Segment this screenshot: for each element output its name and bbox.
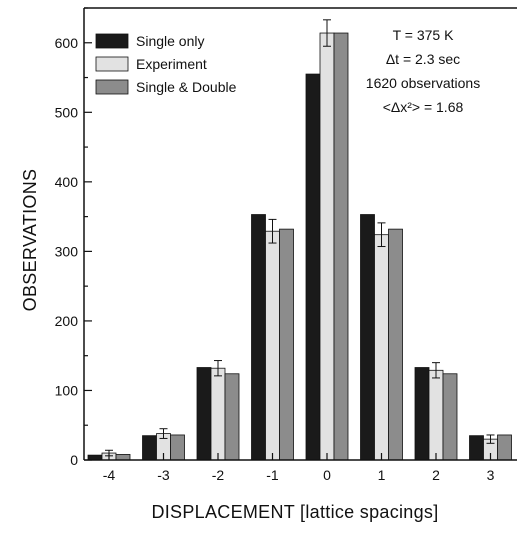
y-tick-label: 500 xyxy=(55,104,79,120)
y-tick-label: 100 xyxy=(55,382,79,398)
x-tick-label: -2 xyxy=(212,467,225,483)
x-tick-label: 1 xyxy=(378,467,386,483)
y-tick-label: 400 xyxy=(55,174,79,190)
x-tick-label: -4 xyxy=(103,467,116,483)
bar-single-only xyxy=(469,435,484,461)
x-axis-title: DISPLACEMENT [lattice spacings] xyxy=(151,502,438,522)
annotation-text: T = 375 K xyxy=(393,27,455,43)
bar-experiment xyxy=(265,230,280,461)
legend-label: Experiment xyxy=(136,56,207,72)
x-tick-label: 3 xyxy=(487,467,495,483)
bar-single-double xyxy=(333,32,349,461)
legend-swatch xyxy=(95,56,129,72)
bar-single-double xyxy=(388,228,403,461)
legend-label: Single only xyxy=(136,33,205,49)
bar-single-only xyxy=(414,367,430,461)
x-tick-label: -1 xyxy=(266,467,279,483)
bar-single-only xyxy=(360,214,375,461)
bar-single-double xyxy=(497,434,512,461)
y-tick-label: 0 xyxy=(70,452,78,468)
bar-experiment xyxy=(374,234,389,461)
bar-single-only xyxy=(305,73,321,461)
bar-single-double xyxy=(224,373,240,461)
legend-swatch xyxy=(95,79,129,95)
annotation-text: Δt = 2.3 sec xyxy=(386,51,460,67)
y-tick-label: 300 xyxy=(55,243,79,259)
y-tick-label: 200 xyxy=(55,313,79,329)
bar-experiment xyxy=(210,367,226,461)
annotation-text: 1620 observations xyxy=(366,75,480,91)
x-tick-label: 0 xyxy=(323,467,331,483)
bar-single-double xyxy=(115,454,131,461)
bar-single-only xyxy=(196,367,212,461)
bar-single-only xyxy=(142,435,157,461)
bar-single-only xyxy=(251,214,266,461)
bar-single-double xyxy=(279,228,294,461)
x-tick-label: -3 xyxy=(157,467,170,483)
annotation-text: <Δx²> = 1.68 xyxy=(383,99,464,115)
legend-swatch xyxy=(95,33,129,49)
legend-label: Single & Double xyxy=(136,79,237,95)
bar-experiment xyxy=(319,32,335,461)
bar-experiment xyxy=(428,369,444,461)
bar-single-double xyxy=(170,434,185,461)
y-tick-label: 600 xyxy=(55,35,79,51)
y-axis-title: OBSERVATIONS xyxy=(20,169,40,312)
bar-single-double xyxy=(442,373,458,461)
x-tick-label: 2 xyxy=(432,467,440,483)
